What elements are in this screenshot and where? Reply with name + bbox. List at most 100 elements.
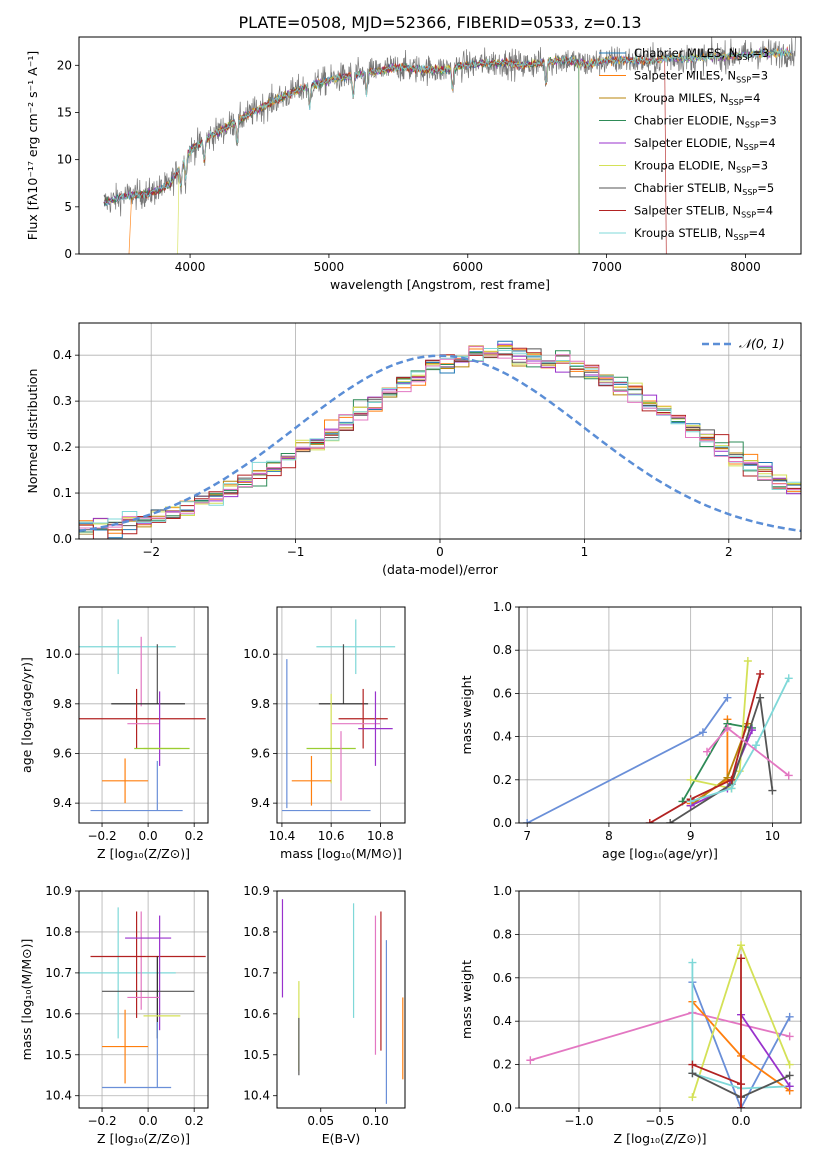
legend-label-sub: SSP	[741, 211, 756, 220]
plot-area	[281, 619, 396, 812]
y-tick-label: 10.6	[45, 1007, 72, 1021]
y-axis-label: mass [log₁₀(M/M⊙)]	[19, 939, 34, 1061]
massweight-line	[526, 697, 729, 823]
model-spectrum-line	[103, 48, 792, 206]
y-tick-label: 0	[64, 247, 72, 261]
y-tick-label: 9.6	[251, 746, 270, 760]
x-tick-label: 10.6	[318, 829, 345, 843]
y-tick-label: 9.4	[251, 796, 270, 810]
x-axis-label: (data-model)/error	[382, 562, 499, 577]
massweight-marker	[688, 1069, 697, 1078]
y-tick-label: 10.4	[243, 1089, 270, 1103]
mass-vs-metallicity-panel: −0.2 0.0 0.2 10.4 10.5 10.6 10.7 10.8 10.9 Z [log…	[19, 884, 209, 1146]
massweight-marker	[785, 1032, 794, 1041]
y-tick-label: 10.9	[45, 884, 72, 898]
massweight-marker	[727, 784, 736, 793]
axis-ticks: 0.05 0.10 10.4 10.5 10.6 10.7 10.8 10.9	[243, 884, 389, 1128]
age-vs-metallicity-panel: −0.2 0.0 0.2 9.4 9.6 9.8 10.0 Z [log₁₀(Z/Z⊙)] ag…	[19, 606, 209, 861]
legend-label-sub: SSP	[745, 121, 760, 130]
y-tick-label: 0.4	[53, 348, 72, 362]
y-tick-label: 10.0	[243, 647, 270, 661]
histogram-step-line	[79, 347, 801, 539]
plot-area	[103, 37, 796, 254]
massweight-marker	[784, 771, 793, 780]
y-tick-label: 0.1	[53, 486, 72, 500]
x-tick-label: 0.2	[185, 1114, 204, 1128]
x-axis-label: Z [log₁₀(Z/Z⊙)]	[97, 1131, 190, 1146]
x-tick-label: 10.4	[269, 829, 296, 843]
massweight-marker	[688, 958, 697, 967]
massweight-marker	[723, 693, 732, 702]
massweight-marker	[727, 775, 736, 784]
massweight-marker	[686, 775, 695, 784]
y-tick-label: 1.0	[493, 600, 512, 614]
x-tick-label: 0	[436, 545, 444, 559]
x-tick-label: 0.2	[185, 829, 204, 843]
massweight-vs-age-panel: 7 8 9 10 0.0 0.2 0.4 0.6 0.8 1.0 age [log₁₀(age/yr…	[459, 600, 802, 861]
x-axis-label: E(B-V)	[322, 1131, 361, 1146]
errorbar-point	[358, 691, 393, 766]
spectrum-panel: 4000 5000 6000 7000 8000 0 5 10 15 20 wavelength […	[25, 36, 802, 292]
massweight-marker	[737, 954, 746, 963]
y-tick-label: 10.9	[243, 884, 270, 898]
massweight-marker	[666, 819, 675, 823]
residuals-panel: −2 −1 0 1 2 0.0 0.1 0.2 0.3 0.4 (data-model)/error…	[25, 322, 802, 577]
legend-label-tail: =3	[751, 159, 768, 173]
massweight-marker	[785, 1071, 794, 1080]
legend-label: Kroupa MILES, NSSP=4	[634, 91, 760, 107]
legend-label-main: Kroupa MILES, N	[634, 91, 729, 105]
legend-label-main: Chabrier STELIB, N	[634, 181, 742, 195]
plot-frame	[518, 890, 802, 1109]
plot-area	[79, 340, 801, 539]
residuals-legend: 𝒩(0, 1)	[702, 336, 785, 351]
y-tick-label: 10.7	[243, 966, 270, 980]
y-tick-label: 10.5	[45, 1048, 72, 1062]
plot-area	[79, 907, 206, 1089]
plot-area	[79, 619, 206, 812]
errorbar-point	[79, 619, 176, 675]
histogram-step-line	[79, 348, 801, 531]
grid	[277, 607, 405, 823]
y-axis-label: mass weight	[459, 675, 474, 754]
x-tick-label: −1	[287, 545, 305, 559]
y-tick-label: 0.6	[493, 686, 512, 700]
massweight-line	[649, 673, 761, 823]
massweight-line	[691, 962, 790, 1090]
y-tick-label: 1.0	[493, 884, 512, 898]
massweight-line	[740, 1014, 791, 1087]
plot-frame	[78, 36, 802, 255]
plot-area	[281, 899, 404, 1104]
y-tick-label: 10.6	[243, 1007, 270, 1021]
x-axis-label: mass [log₁₀(M/M⊙)]	[280, 846, 402, 861]
axis-ticks: 4000 5000 6000 7000 8000 0 5 10 15 20	[57, 58, 761, 274]
y-tick-label: 10.8	[45, 925, 72, 939]
x-tick-label: 6000	[452, 260, 483, 274]
massweight-marker	[737, 941, 746, 950]
x-tick-label: 8	[605, 829, 613, 843]
massweight-marker	[785, 1082, 794, 1091]
massweight-series	[703, 723, 793, 780]
massweight-marker	[743, 657, 752, 665]
massweight-series	[686, 674, 793, 806]
massweight-series	[523, 693, 732, 823]
massweight-marker	[756, 693, 765, 702]
legend-label-sub: SSP	[737, 53, 752, 62]
legend-label: Kroupa ELODIE, NSSP=3	[634, 159, 768, 175]
x-axis-label: wavelength [Angstrom, rest frame]	[330, 277, 550, 292]
histogram-step-line	[79, 346, 801, 529]
plot-frame	[78, 890, 209, 1109]
histogram-step-line	[79, 348, 801, 524]
legend-label-main: Kroupa ELODIE, N	[634, 159, 736, 173]
y-tick-label: 0.8	[493, 643, 512, 657]
legend-label: Chabrier ELODIE, NSSP=3	[634, 114, 777, 130]
y-tick-label: 15	[57, 105, 72, 119]
massweight-marker	[523, 819, 532, 823]
massweight-series	[688, 941, 794, 1102]
axis-ticks: 7 8 9 10 0.0 0.2 0.4 0.6 0.8 1.0	[493, 600, 780, 843]
legend-label-main: Salpeter STELIB, N	[634, 204, 741, 218]
plot-frame	[276, 890, 406, 1109]
x-tick-label: 0.05	[307, 1114, 334, 1128]
y-tick-label: 0.6	[493, 971, 512, 985]
axis-ticks: 10.4 10.6 10.8 9.4 9.6 9.8 10.0	[243, 647, 393, 843]
